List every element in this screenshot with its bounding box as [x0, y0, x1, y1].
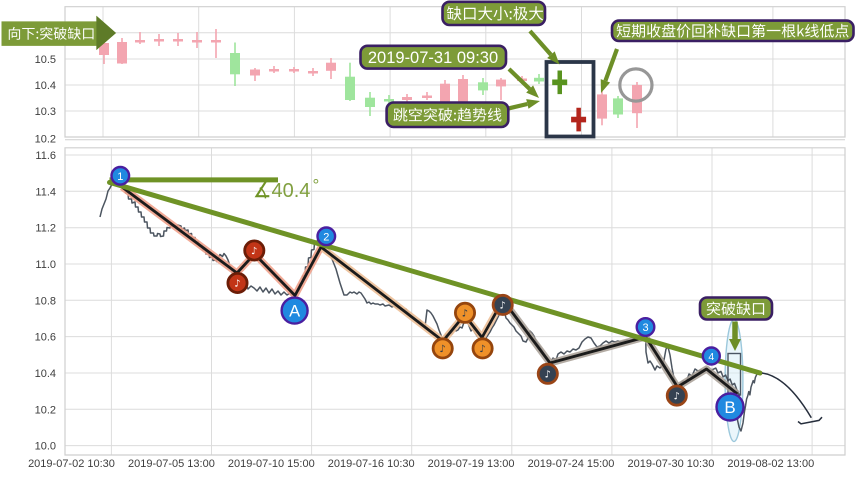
svg-text:10.2: 10.2 [35, 404, 56, 416]
svg-text:B: B [724, 398, 735, 417]
svg-text:2019-07-10 15:00: 2019-07-10 15:00 [228, 458, 315, 470]
svg-text:2019-07-31 09:30: 2019-07-31 09:30 [368, 49, 498, 67]
svg-text:10.6: 10.6 [35, 332, 56, 344]
svg-text:2019-08-02 13:00: 2019-08-02 13:00 [727, 458, 814, 470]
svg-text:10.4: 10.4 [35, 80, 56, 92]
svg-text:2019-07-30 10:30: 2019-07-30 10:30 [627, 458, 714, 470]
svg-text:2019-07-19 13:00: 2019-07-19 13:00 [428, 458, 515, 470]
svg-text:3: 3 [642, 322, 648, 334]
svg-text:4: 4 [708, 351, 714, 363]
svg-text:11.4: 11.4 [35, 186, 56, 198]
svg-text:10.2: 10.2 [35, 134, 56, 146]
svg-text:A: A [289, 303, 300, 321]
svg-text:2019-07-16 10:30: 2019-07-16 10:30 [328, 458, 415, 470]
svg-text:2019-07-05 13:00: 2019-07-05 13:00 [128, 458, 215, 470]
svg-text:10.5: 10.5 [35, 54, 56, 66]
svg-text:2: 2 [323, 231, 329, 243]
svg-text:1: 1 [117, 171, 123, 183]
svg-text:11.0: 11.0 [35, 259, 56, 271]
svg-text:10.3: 10.3 [35, 106, 56, 118]
svg-text:2019-07-02 10:30: 2019-07-02 10:30 [28, 458, 115, 470]
svg-text:10.0: 10.0 [35, 441, 56, 453]
svg-text:10.8: 10.8 [35, 295, 56, 307]
svg-text:11.2: 11.2 [35, 223, 56, 235]
svg-text:11.6: 11.6 [35, 150, 56, 162]
svg-text:2019-07-24 15:00: 2019-07-24 15:00 [528, 458, 615, 470]
svg-text:10.4: 10.4 [35, 368, 56, 380]
